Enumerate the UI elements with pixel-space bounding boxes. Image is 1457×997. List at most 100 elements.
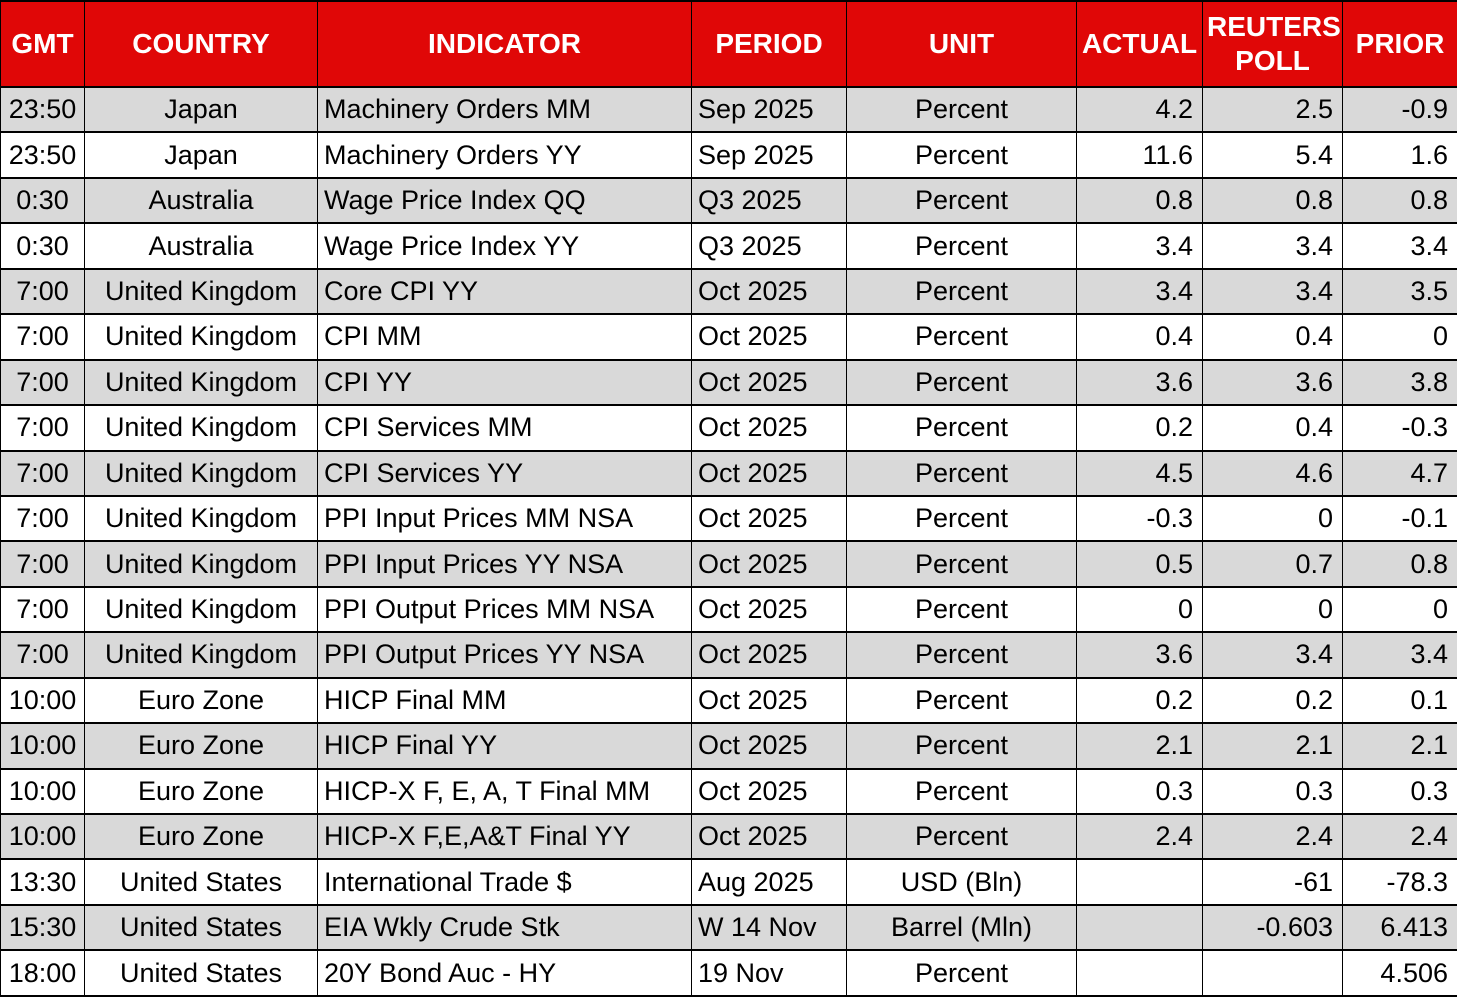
cell-unit: Percent xyxy=(846,494,1077,543)
cell-prior: 0.8 xyxy=(1342,176,1457,225)
cell-reuters-poll: -61 xyxy=(1202,858,1343,906)
cell-reuters-poll: 2.4 xyxy=(1202,812,1343,861)
cell-gmt: 10:00 xyxy=(0,676,85,725)
cell-period: Oct 2025 xyxy=(691,313,847,361)
cell-period: Oct 2025 xyxy=(691,767,847,816)
cell-indicator: HICP-X F, E, A, T Final MM xyxy=(317,767,692,816)
cell-country: United Kingdom xyxy=(84,313,318,361)
cell-period: Oct 2025 xyxy=(691,812,847,861)
cell-indicator: HICP Final YY xyxy=(317,722,692,770)
table-row: 10:00 Euro Zone HICP-X F, E, A, T Final MM… xyxy=(0,767,1457,816)
table-row: 7:00 United Kingdom CPI MM Oct 2025 Percent 0… xyxy=(0,313,1457,361)
cell-reuters-poll: 0.4 xyxy=(1202,404,1343,452)
cell-unit: Percent xyxy=(846,949,1077,997)
cell-gmt: 10:00 xyxy=(0,812,85,861)
cell-country: United Kingdom xyxy=(84,631,318,679)
cell-unit: Percent xyxy=(846,404,1077,452)
cell-actual: 3.4 xyxy=(1076,267,1203,316)
cell-reuters-poll: -0.603 xyxy=(1202,903,1343,952)
table-row: 0:30 Australia Wage Price Index YY Q3 2025 P… xyxy=(0,222,1457,270)
cell-prior: 0 xyxy=(1342,313,1457,361)
table-header-row: GMT COUNTRY INDICATOR PERIOD UNIT ACTUAL… xyxy=(0,0,1457,88)
cell-prior: 4.7 xyxy=(1342,449,1457,497)
cell-prior: -78.3 xyxy=(1342,858,1457,906)
cell-prior: 0.1 xyxy=(1342,676,1457,725)
cell-period: Sep 2025 xyxy=(691,131,847,179)
cell-reuters-poll: 2.1 xyxy=(1202,722,1343,770)
cell-period: Q3 2025 xyxy=(691,222,847,270)
cell-actual: 11.6 xyxy=(1076,131,1203,179)
cell-country: United States xyxy=(84,903,318,952)
cell-gmt: 15:30 xyxy=(0,903,85,952)
cell-prior: 4.506 xyxy=(1342,949,1457,997)
cell-prior: 2.1 xyxy=(1342,722,1457,770)
cell-period: W 14 Nov xyxy=(691,903,847,952)
cell-indicator: Core CPI YY xyxy=(317,267,692,316)
cell-reuters-poll: 0.8 xyxy=(1202,176,1343,225)
cell-country: Euro Zone xyxy=(84,676,318,725)
cell-actual: 3.6 xyxy=(1076,358,1203,407)
cell-indicator: HICP Final MM xyxy=(317,676,692,725)
cell-actual: 3.4 xyxy=(1076,222,1203,270)
cell-unit: Percent xyxy=(846,767,1077,816)
table-row: 7:00 United Kingdom CPI YY Oct 2025 Percent 3… xyxy=(0,358,1457,407)
cell-indicator: CPI Services YY xyxy=(317,449,692,497)
cell-indicator: Wage Price Index QQ xyxy=(317,176,692,225)
cell-actual: 0.2 xyxy=(1076,404,1203,452)
cell-actual: 2.4 xyxy=(1076,812,1203,861)
cell-country: Australia xyxy=(84,176,318,225)
cell-gmt: 7:00 xyxy=(0,631,85,679)
cell-reuters-poll xyxy=(1202,949,1343,997)
column-header-reuters-poll: REUTERS POLL xyxy=(1202,0,1343,88)
cell-indicator: PPI Output Prices YY NSA xyxy=(317,631,692,679)
cell-reuters-poll: 3.4 xyxy=(1202,631,1343,679)
cell-country: Australia xyxy=(84,222,318,270)
cell-country: Japan xyxy=(84,131,318,179)
cell-country: Euro Zone xyxy=(84,767,318,816)
cell-unit: Percent xyxy=(846,267,1077,316)
cell-prior: 0 xyxy=(1342,585,1457,634)
cell-gmt: 7:00 xyxy=(0,449,85,497)
table-row: 23:50 Japan Machinery Orders YY Sep 2025 Per… xyxy=(0,131,1457,179)
table-row: 10:00 Euro Zone HICP-X F,E,A&T Final YY Oct… xyxy=(0,812,1457,861)
cell-period: Q3 2025 xyxy=(691,176,847,225)
column-header-indicator: INDICATOR xyxy=(317,0,692,88)
cell-reuters-poll: 0.4 xyxy=(1202,313,1343,361)
table-row: 23:50 Japan Machinery Orders MM Sep 2025 Per… xyxy=(0,85,1457,134)
cell-period: Oct 2025 xyxy=(691,631,847,679)
cell-gmt: 10:00 xyxy=(0,722,85,770)
cell-country: United Kingdom xyxy=(84,585,318,634)
column-header-prior: PRIOR xyxy=(1342,0,1457,88)
cell-period: Oct 2025 xyxy=(691,722,847,770)
cell-reuters-poll: 3.4 xyxy=(1202,267,1343,316)
column-header-unit: UNIT xyxy=(846,0,1077,88)
cell-indicator: Machinery Orders YY xyxy=(317,131,692,179)
cell-reuters-poll: 2.5 xyxy=(1202,85,1343,134)
cell-actual xyxy=(1076,903,1203,952)
table-row: 15:30 United States EIA Wkly Crude Stk W 14… xyxy=(0,903,1457,952)
cell-indicator: CPI YY xyxy=(317,358,692,407)
cell-unit: USD (Bln) xyxy=(846,858,1077,906)
cell-country: United States xyxy=(84,949,318,997)
column-header-period: PERIOD xyxy=(691,0,847,88)
table-row: 7:00 United Kingdom CPI Services YY Oct 202… xyxy=(0,449,1457,497)
cell-gmt: 7:00 xyxy=(0,540,85,588)
cell-unit: Percent xyxy=(846,449,1077,497)
cell-gmt: 23:50 xyxy=(0,131,85,179)
cell-country: United Kingdom xyxy=(84,358,318,407)
cell-country: United Kingdom xyxy=(84,449,318,497)
cell-reuters-poll: 0 xyxy=(1202,585,1343,634)
cell-indicator: International Trade $ xyxy=(317,858,692,906)
table-row: 7:00 United Kingdom PPI Output Prices MM N… xyxy=(0,585,1457,634)
cell-unit: Percent xyxy=(846,812,1077,861)
cell-country: United States xyxy=(84,858,318,906)
table-body: 23:50 Japan Machinery Orders MM Sep 2025 Per… xyxy=(0,85,1457,997)
cell-period: Sep 2025 xyxy=(691,85,847,134)
cell-reuters-poll: 0.3 xyxy=(1202,767,1343,816)
cell-prior: -0.3 xyxy=(1342,404,1457,452)
cell-indicator: Wage Price Index YY xyxy=(317,222,692,270)
cell-reuters-poll: 5.4 xyxy=(1202,131,1343,179)
cell-unit: Percent xyxy=(846,676,1077,725)
column-header-actual: ACTUAL xyxy=(1076,0,1203,88)
